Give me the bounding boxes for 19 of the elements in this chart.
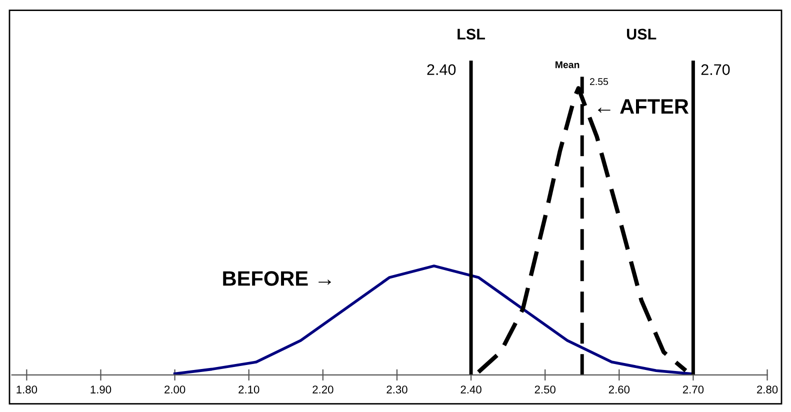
annotation: 2.55	[590, 78, 608, 86]
annotation: ← AFTER	[598, 99, 689, 114]
annotation: 2.70	[701, 64, 730, 76]
annotation: BEFORE →	[223, 271, 331, 286]
x-tick-label: 2.40	[460, 386, 482, 394]
x-tick-label: 2.20	[312, 386, 334, 394]
annotation: 2.40	[427, 64, 456, 76]
x-tick-label: 1.90	[90, 386, 112, 394]
x-tick-label: 2.00	[164, 386, 186, 394]
x-tick-label: 2.60	[608, 386, 630, 394]
x-tick-label: 2.30	[386, 386, 408, 394]
x-tick-label: 2.70	[682, 386, 704, 394]
ref-line-label: LSL	[458, 28, 485, 40]
ref-line-label: USL	[627, 28, 656, 40]
x-tick-label: 2.50	[534, 386, 556, 394]
ref-line-label: Mean	[556, 61, 580, 68]
x-tick-label: 1.80	[16, 386, 38, 394]
x-tick-label: 2.80	[757, 386, 778, 394]
x-tick-label: 2.10	[238, 386, 260, 394]
